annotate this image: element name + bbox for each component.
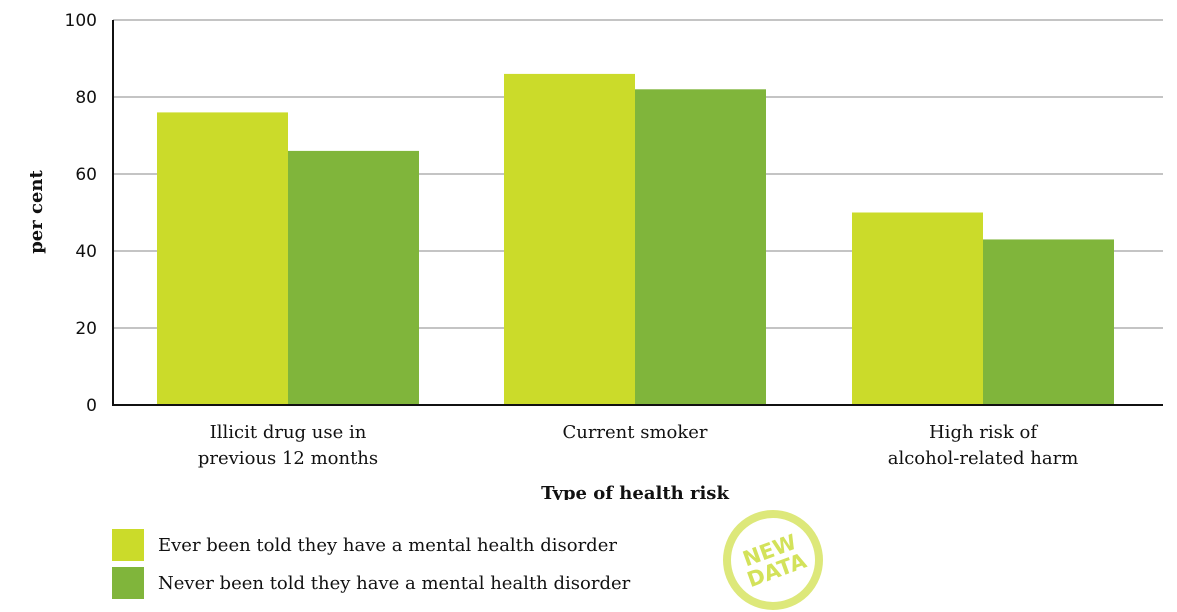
y-tick-label: 100: [65, 11, 97, 31]
bar-series1-cat2: [983, 239, 1114, 405]
x-axis-title: Type of health risk: [541, 483, 729, 500]
legend-item-never: Never been told they have a mental healt…: [112, 567, 631, 599]
bar-chart: 0 20 40 60 80 100 Illicit drug use in previous…: [26, 11, 1163, 500]
x-category-label: High risk of: [929, 422, 1038, 443]
legend: Ever been told they have a mental health…: [112, 529, 631, 606]
axes: [112, 20, 1163, 406]
bar-series1-cat0: [288, 150, 419, 405]
bar-series0-cat0: [157, 112, 288, 406]
x-category-label: alcohol-related harm: [888, 448, 1079, 469]
x-category-label: Current smoker: [562, 422, 707, 443]
y-axis-title: per cent: [26, 170, 47, 254]
legend-item-ever: Ever been told they have a mental health…: [112, 529, 630, 561]
x-category-labels: Illicit drug use in previous 12 months Cur…: [198, 422, 1078, 469]
x-category-label: previous 12 months: [198, 448, 378, 469]
y-tick-label: 40: [75, 242, 97, 262]
legend-label-ever: Ever been told they have a mental health…: [158, 534, 617, 556]
bar-series1-cat1: [635, 89, 766, 406]
x-category-label: Illicit drug use in: [210, 422, 367, 443]
bar-series0-cat2: [852, 212, 983, 405]
legend-swatch-ever: [112, 529, 144, 561]
bars: [157, 73, 1114, 406]
y-tick-label: 20: [75, 319, 97, 339]
y-tick-labels: 0 20 40 60 80 100: [65, 11, 97, 416]
y-tick-label: 0: [86, 396, 97, 416]
legend-swatch-never: [112, 567, 144, 599]
new-data-badge: NEW DATA: [723, 510, 823, 610]
bar-series0-cat1: [504, 73, 635, 406]
y-tick-label: 60: [75, 165, 97, 185]
y-tick-label: 80: [75, 88, 97, 108]
legend-label-never: Never been told they have a mental healt…: [158, 572, 631, 594]
